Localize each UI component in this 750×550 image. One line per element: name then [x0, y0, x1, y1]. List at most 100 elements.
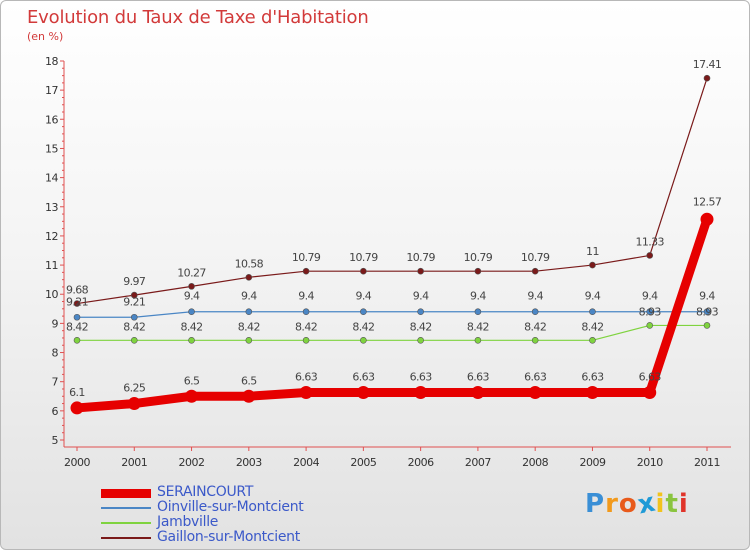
- legend-item: SERAINCOURT: [101, 484, 361, 500]
- data-point: [585, 385, 599, 399]
- data-label: 9.21: [123, 295, 145, 308]
- x-tick-label: 2002: [179, 456, 205, 469]
- data-point: [643, 385, 657, 399]
- data-label: 6.63: [467, 370, 490, 383]
- data-label: 17.41: [693, 58, 722, 71]
- data-point: [185, 389, 199, 403]
- series-line-seraincourt: [72, 214, 712, 413]
- data-label: 12.57: [693, 195, 722, 208]
- series-line-jambville: [76, 324, 708, 341]
- data-label: 8.42: [352, 320, 374, 333]
- data-point: [417, 267, 424, 275]
- y-tick-label: 15: [45, 142, 58, 155]
- data-point: [646, 308, 654, 316]
- data-label: 8.42: [295, 320, 317, 333]
- data-label: 11.33: [635, 235, 664, 248]
- data-point: [302, 267, 310, 275]
- data-point: [188, 283, 195, 290]
- chart-legend: SERAINCOURT Oinville-sur-Montcient Jambvil…: [101, 484, 361, 545]
- data-label: 10.79: [292, 251, 321, 264]
- data-point: [73, 313, 81, 321]
- data-label: 10.79: [349, 251, 378, 264]
- data-label: 8.42: [66, 320, 88, 333]
- data-point: [589, 261, 596, 269]
- data-point: [414, 385, 428, 399]
- data-label: 8.42: [238, 320, 260, 333]
- data-label: 8.93: [639, 305, 662, 318]
- y-tick-label: 9: [52, 317, 59, 330]
- data-point: [130, 313, 138, 321]
- legend-item: Jambville: [101, 514, 361, 530]
- data-point: [360, 267, 367, 275]
- data-point: [130, 291, 138, 299]
- x-tick-label: 2003: [236, 456, 262, 469]
- data-point: [474, 308, 482, 316]
- data-label: 8.42: [581, 320, 603, 333]
- data-label: 9.97: [123, 275, 146, 288]
- data-label: 10.58: [235, 257, 264, 270]
- data-point: [703, 322, 711, 329]
- y-tick-label: 12: [45, 230, 58, 243]
- data-label: 9.4: [699, 290, 715, 303]
- data-point: [531, 336, 539, 344]
- data-point: [417, 308, 424, 316]
- data-label: 6.5: [184, 374, 200, 387]
- proxiti-logo: Proxiti: [585, 487, 689, 521]
- data-point: [245, 308, 253, 316]
- y-tick-label: 18: [45, 55, 58, 68]
- data-label: 6.63: [295, 370, 318, 383]
- y-tick-label: 7: [52, 376, 59, 389]
- data-point: [703, 74, 711, 82]
- data-label: 9.68: [66, 284, 89, 297]
- data-point: [70, 401, 84, 415]
- x-tick-label: 2010: [637, 456, 663, 469]
- legend-item: Gaillon-sur-Montcient: [101, 529, 361, 545]
- data-point: [242, 389, 256, 403]
- data-label: 10.79: [406, 251, 435, 264]
- data-point: [703, 308, 711, 316]
- x-tick-label: 2005: [350, 456, 376, 469]
- data-point: [302, 308, 310, 316]
- data-point: [474, 267, 482, 275]
- y-tick-label: 13: [45, 201, 58, 214]
- data-label: 8.42: [180, 320, 202, 333]
- data-point: [245, 274, 253, 281]
- data-point: [73, 300, 81, 307]
- data-label: 8.42: [467, 320, 489, 333]
- data-point: [417, 336, 424, 344]
- data-label: 9.4: [642, 290, 658, 303]
- y-tick-label: 5: [52, 434, 59, 447]
- x-tick-label: 2006: [408, 456, 434, 469]
- data-point: [127, 397, 141, 411]
- data-label: 6.5: [241, 374, 257, 387]
- data-point: [700, 212, 714, 226]
- data-label: 8.93: [696, 305, 719, 318]
- data-point: [360, 308, 367, 316]
- data-point: [130, 336, 138, 344]
- legend-label: SERAINCOURT: [157, 484, 254, 500]
- data-label: 10.27: [177, 266, 206, 279]
- y-tick-label: 8: [52, 347, 59, 360]
- data-label: 9.21: [66, 295, 88, 308]
- x-tick-label: 2008: [522, 456, 548, 469]
- legend-label: Jambville: [157, 514, 219, 530]
- data-point: [356, 385, 370, 399]
- data-point: [188, 308, 195, 316]
- legend-item: Oinville-sur-Montcient: [101, 499, 361, 515]
- series-line-gaillon-sur-montcient: [76, 77, 708, 305]
- data-label: 9.4: [356, 290, 372, 303]
- data-label: 6.1: [69, 386, 85, 399]
- y-tick-label: 11: [45, 259, 58, 272]
- data-point: [245, 336, 253, 344]
- data-label: 9.4: [241, 290, 257, 303]
- legend-swatch: [101, 507, 151, 509]
- data-label: 9.4: [585, 290, 601, 303]
- data-label: 9.4: [527, 290, 543, 303]
- data-point: [646, 322, 654, 329]
- y-tick-label: 16: [45, 113, 58, 126]
- data-point: [474, 336, 482, 344]
- x-tick-label: 2007: [465, 456, 491, 469]
- data-label: 8.42: [524, 320, 546, 333]
